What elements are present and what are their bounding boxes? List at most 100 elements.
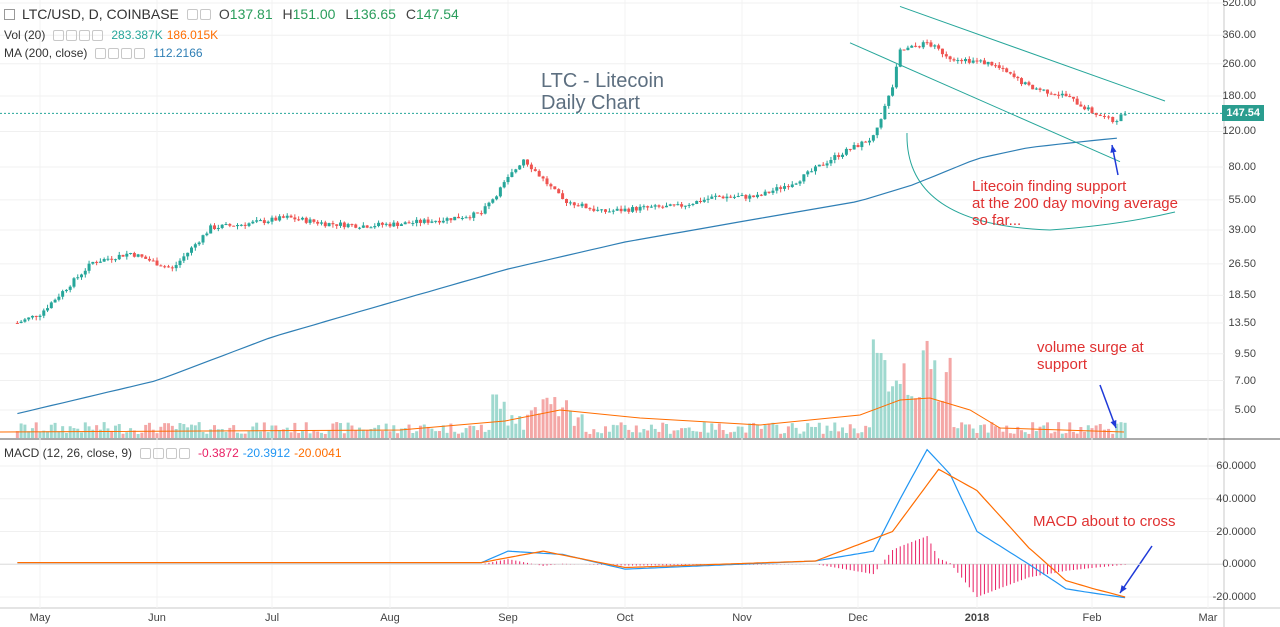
candle-body xyxy=(224,224,228,226)
volume-bar xyxy=(779,433,783,438)
candle-body xyxy=(887,95,891,106)
macd-value: -20.3912 xyxy=(242,446,291,460)
volume-ma-value: 186.015K xyxy=(166,28,219,42)
candle-body xyxy=(167,266,170,268)
candle-body xyxy=(113,259,117,261)
candle-body xyxy=(430,221,434,223)
legend-controls[interactable] xyxy=(186,8,211,20)
volume-bar xyxy=(266,432,270,438)
volume-bar xyxy=(1094,425,1098,438)
candle-body xyxy=(526,159,529,165)
volume-bar xyxy=(403,428,407,438)
candle-body xyxy=(411,223,415,225)
volume-bar xyxy=(316,431,320,438)
volume-bar xyxy=(323,433,327,438)
volume-bar xyxy=(748,423,752,438)
candle-body xyxy=(510,172,514,177)
volume-bar xyxy=(844,432,848,438)
volume-bar xyxy=(437,431,441,438)
candle-body xyxy=(975,60,979,62)
volume-bar xyxy=(1083,431,1087,438)
chart-annotation-title[interactable]: LTC - Litecoin Daily Chart xyxy=(541,70,664,114)
volume-bar xyxy=(553,397,557,438)
volume-bar xyxy=(274,425,278,438)
candle-body xyxy=(232,225,236,227)
settings-icon xyxy=(199,8,211,20)
volume-bar xyxy=(1031,422,1035,438)
ma-label[interactable]: MA (200, close) xyxy=(4,46,88,60)
symbol-name[interactable]: LTC/USD, D, COINBASE xyxy=(22,6,179,22)
candle-body xyxy=(755,194,759,198)
volume-bar xyxy=(213,425,216,438)
candle-body xyxy=(354,224,358,228)
candle-body xyxy=(657,205,661,207)
price-tick-label: 18.50 xyxy=(1228,289,1256,302)
candle-body xyxy=(514,169,518,173)
volume-bar xyxy=(170,425,174,438)
ma-legend-controls[interactable] xyxy=(95,47,146,59)
volume-bar xyxy=(813,427,817,438)
volume-bar xyxy=(468,425,472,438)
volume-bar xyxy=(1045,422,1049,438)
price-tick-label: 9.50 xyxy=(1234,347,1256,360)
candle-body xyxy=(278,216,282,221)
collapse-icon[interactable] xyxy=(4,8,15,20)
volume-bar xyxy=(483,431,487,438)
volume-label[interactable]: Vol (20) xyxy=(4,28,46,42)
candle-body xyxy=(72,278,76,287)
volume-bar xyxy=(914,398,918,438)
candle-body xyxy=(91,261,95,264)
candle-body xyxy=(213,225,216,230)
price-tick-label: 39.00 xyxy=(1228,223,1256,236)
candle-body xyxy=(479,213,483,215)
volume-bar xyxy=(399,428,403,438)
candle-body xyxy=(533,169,537,172)
volume-bar xyxy=(665,424,669,438)
macd-legend-controls[interactable] xyxy=(140,447,191,459)
candle-body xyxy=(247,223,251,226)
candle-body xyxy=(102,258,106,262)
volume-bar xyxy=(646,430,650,438)
volume-bar xyxy=(388,431,392,438)
support-arc xyxy=(906,132,1176,231)
candle-body xyxy=(151,260,155,262)
volume-bar xyxy=(794,427,798,438)
candle-body xyxy=(623,208,627,212)
volume-bar xyxy=(308,433,312,438)
volume-bar xyxy=(83,422,87,438)
candle-body xyxy=(653,205,657,207)
support-arrow-head xyxy=(1110,145,1117,153)
volume-bar xyxy=(661,422,665,438)
volume-bar xyxy=(810,426,814,438)
volume-legend-controls[interactable] xyxy=(53,29,104,41)
volume-annotation[interactable]: volume surge at support xyxy=(1037,339,1144,373)
volume-bar xyxy=(342,433,346,438)
volume-bar xyxy=(549,404,553,438)
volume-bar xyxy=(929,369,933,438)
candle-body xyxy=(786,186,790,188)
candle-body xyxy=(944,54,948,57)
candle-body xyxy=(228,224,232,226)
candle-body xyxy=(34,315,38,317)
candle-body xyxy=(680,204,684,207)
volume-bar xyxy=(721,430,725,438)
settings-icon xyxy=(153,447,165,459)
candle-body xyxy=(894,66,898,88)
volume-bar xyxy=(151,429,155,438)
candle-body xyxy=(396,222,400,226)
macd-label[interactable]: MACD (12, 26, close, 9) xyxy=(4,446,133,460)
add-icon xyxy=(121,47,133,59)
candle-body xyxy=(952,59,956,61)
candle-body xyxy=(384,223,388,225)
candle-body xyxy=(706,198,710,200)
candle-body xyxy=(38,315,42,317)
support-annotation[interactable]: Litecoin finding support at the 200 day … xyxy=(972,178,1178,229)
candle-body xyxy=(596,209,600,211)
candle-body xyxy=(449,218,453,221)
macd-annotation[interactable]: MACD about to cross xyxy=(1033,513,1176,530)
candle-body xyxy=(369,227,373,229)
volume-bar xyxy=(729,432,733,438)
volume-bar xyxy=(350,425,354,438)
candle-body xyxy=(879,119,883,128)
